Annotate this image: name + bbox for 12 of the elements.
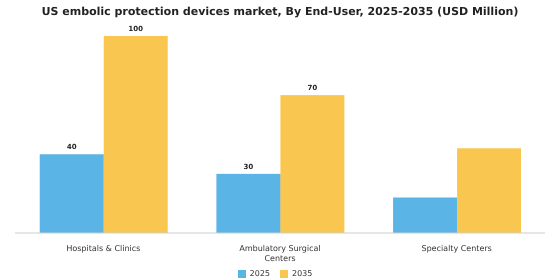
legend-label: 2025: [250, 269, 270, 278]
bar: [393, 198, 458, 233]
bar: [104, 36, 168, 233]
bar: [216, 174, 280, 233]
bar: [280, 95, 344, 233]
bar: [40, 154, 104, 233]
chart-title: US embolic protection devices market, By End-User, 2025-2035 (USD Million): [40, 5, 520, 18]
x-tick-label: Ambulatory Surgical Centers: [239, 244, 321, 263]
x-tick-label: Specialty Centers: [421, 244, 492, 253]
legend-label: 2035: [292, 269, 312, 278]
x-tick-label: Hospitals & Clinics: [66, 244, 140, 253]
bar: [457, 148, 522, 233]
